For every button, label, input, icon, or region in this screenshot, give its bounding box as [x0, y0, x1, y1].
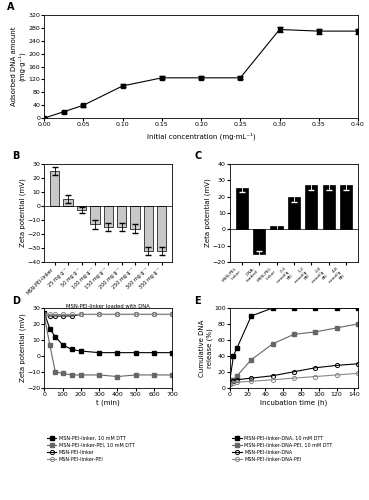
Legend: MSN-PEI-linker-DNA, 10 mM DTT, MSN-PEI-linker-DNA-PEI, 10 mM DTT, MSN-PEI-linker: MSN-PEI-linker-DNA, 10 mM DTT, MSN-PEI-l… — [232, 436, 333, 462]
Bar — [117, 206, 126, 227]
Bar — [305, 185, 317, 230]
X-axis label: Incubation time (h): Incubation time (h) — [260, 400, 328, 406]
X-axis label: t (min): t (min) — [96, 400, 120, 406]
Bar — [253, 230, 265, 254]
Bar — [288, 196, 300, 230]
Text: D: D — [12, 296, 20, 306]
Bar — [63, 199, 73, 206]
Bar — [130, 206, 140, 229]
Bar — [104, 206, 113, 227]
Text: MSN-PEI-linker loaded with DNA
by varying initial DNA concentrations: MSN-PEI-linker loaded with DNA by varyin… — [59, 304, 158, 314]
Bar — [236, 188, 248, 230]
Text: C: C — [194, 151, 201, 161]
Text: PEI 1300-conjugated
MSN-PEI-linker-DNA: PEI 1300-conjugated MSN-PEI-linker-DNA — [267, 310, 321, 320]
Bar — [323, 185, 335, 230]
Bar — [340, 185, 352, 230]
Y-axis label: Cumulative DNA
release (%): Cumulative DNA release (%) — [199, 319, 213, 376]
Bar — [77, 206, 86, 210]
Bar — [144, 206, 153, 251]
Bar — [90, 206, 100, 225]
Y-axis label: Zeta potential (mV): Zeta potential (mV) — [205, 178, 211, 248]
Bar — [157, 206, 166, 251]
Bar — [50, 171, 59, 206]
Text: B: B — [12, 151, 20, 161]
Y-axis label: Zeta potential (mV): Zeta potential (mV) — [19, 178, 25, 248]
Bar — [270, 226, 283, 230]
Legend: MSN-PEI-linker, 10 mM DTT, MSN-PEI-linker-PEI, 10 mM DTT, MSN-PEI-linker, MSN-PE: MSN-PEI-linker, 10 mM DTT, MSN-PEI-linke… — [47, 436, 135, 462]
Text: A: A — [7, 2, 14, 12]
Text: E: E — [194, 296, 201, 306]
X-axis label: Initial concentration (mg·mL⁻¹): Initial concentration (mg·mL⁻¹) — [147, 133, 255, 140]
Y-axis label: Zeta potential (mV): Zeta potential (mV) — [19, 314, 25, 382]
Y-axis label: Adsorbed DNA amount
(mg·g⁻¹): Adsorbed DNA amount (mg·g⁻¹) — [11, 27, 25, 106]
